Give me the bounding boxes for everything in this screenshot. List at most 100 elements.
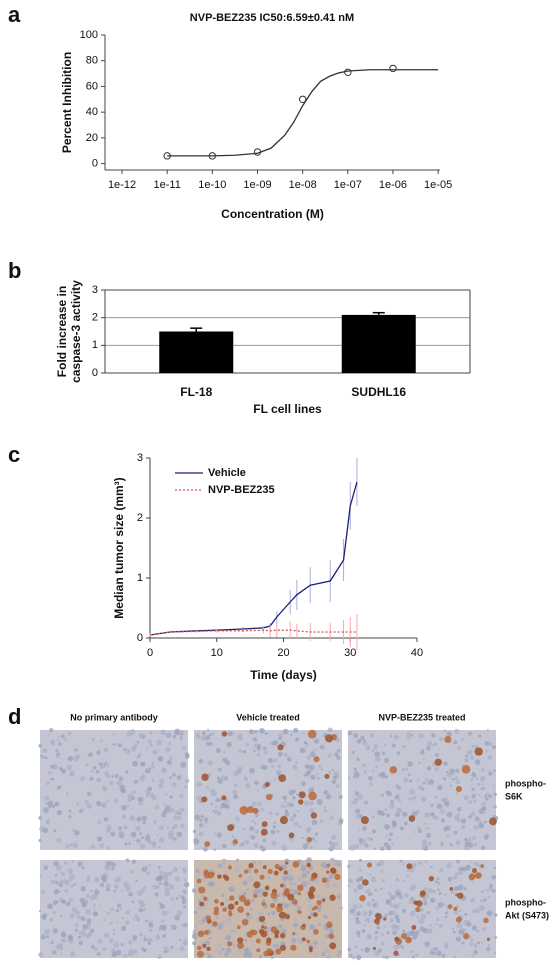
nucleus — [474, 816, 480, 822]
nucleus — [85, 932, 92, 939]
nucleus — [113, 743, 117, 747]
nucleus — [94, 877, 100, 882]
stained-cell — [260, 930, 268, 938]
nucleus — [298, 824, 302, 829]
nucleus — [347, 731, 353, 736]
nucleus — [158, 783, 164, 789]
nucleus — [366, 888, 371, 893]
nucleus — [486, 946, 491, 952]
stained-cell — [280, 933, 286, 939]
nucleus — [376, 862, 381, 867]
nucleus — [65, 844, 70, 849]
nucleus — [389, 832, 393, 837]
nucleus — [233, 794, 238, 800]
nucleus — [221, 920, 226, 925]
nucleus — [383, 842, 389, 848]
nucleus — [132, 935, 138, 941]
stained-cell — [360, 816, 369, 825]
nucleus — [455, 779, 461, 785]
nucleus — [162, 934, 167, 938]
nucleus — [96, 752, 99, 755]
nucleus — [334, 752, 339, 757]
nucleus — [85, 763, 89, 766]
nucleus — [184, 752, 190, 757]
nucleus — [41, 914, 45, 919]
stained-cell — [270, 926, 278, 933]
stained-cell — [228, 910, 232, 914]
nucleus — [177, 811, 181, 815]
nucleus — [444, 800, 450, 806]
nucleus — [52, 910, 57, 915]
nucleus — [418, 861, 423, 866]
nucleus — [383, 925, 386, 928]
nucleus — [457, 746, 462, 751]
nucleus — [317, 905, 322, 910]
nucleus — [225, 934, 232, 941]
nucleus — [408, 773, 411, 777]
x-tick-label: 1e-07 — [334, 179, 362, 191]
nucleus — [214, 805, 218, 808]
nucleus — [86, 875, 91, 880]
nucleus — [355, 808, 361, 814]
nucleus — [55, 944, 61, 950]
nucleus — [479, 904, 485, 911]
nucleus — [369, 782, 373, 787]
nucleus — [151, 843, 157, 848]
nucleus — [171, 782, 177, 788]
nucleus — [438, 923, 443, 929]
nucleus — [287, 757, 292, 762]
nucleus — [137, 899, 143, 905]
nucleus — [414, 953, 419, 957]
nucleus — [380, 869, 384, 874]
nucleus — [78, 931, 82, 935]
nucleus — [105, 861, 111, 866]
nucleus — [424, 860, 428, 864]
nucleus — [218, 767, 222, 772]
nucleus — [386, 931, 390, 935]
nucleus — [391, 743, 396, 748]
nucleus — [143, 935, 147, 938]
nucleus — [334, 842, 339, 846]
nucleus — [41, 755, 45, 760]
nucleus — [494, 936, 498, 939]
nucleus — [232, 789, 238, 795]
nucleus — [273, 943, 279, 949]
nucleus — [95, 800, 102, 807]
nucleus — [444, 915, 448, 919]
nucleus — [338, 893, 341, 896]
nucleus — [357, 883, 364, 890]
stained-cell — [297, 892, 301, 896]
nucleus — [488, 886, 494, 892]
nucleus — [174, 914, 181, 921]
nucleus — [356, 911, 361, 916]
nucleus — [399, 859, 403, 863]
stained-cell — [292, 931, 296, 936]
x-axis-label: Time (days) — [250, 668, 316, 682]
nucleus — [449, 784, 452, 787]
row-label: phospho- — [505, 778, 546, 788]
nucleus — [86, 878, 91, 883]
nucleus — [219, 806, 222, 809]
stained-cell — [372, 946, 376, 950]
micrograph — [38, 858, 190, 960]
nucleus — [218, 943, 223, 948]
nucleus — [44, 795, 50, 801]
nucleus — [424, 812, 430, 818]
stained-cell — [197, 945, 202, 951]
nucleus — [52, 949, 57, 955]
nucleus — [365, 745, 371, 751]
nucleus — [86, 791, 92, 797]
nucleus — [164, 887, 170, 893]
nucleus — [468, 935, 472, 939]
nucleus — [194, 924, 197, 928]
nucleus — [356, 738, 362, 744]
nucleus — [459, 929, 465, 935]
x-tick-label: 1e-08 — [289, 179, 317, 191]
nucleus — [176, 910, 183, 916]
nucleus — [128, 891, 133, 897]
nucleus — [468, 837, 472, 840]
stained-cell — [276, 905, 284, 913]
nucleus — [483, 835, 489, 840]
nucleus — [224, 760, 231, 766]
nucleus — [428, 890, 431, 893]
